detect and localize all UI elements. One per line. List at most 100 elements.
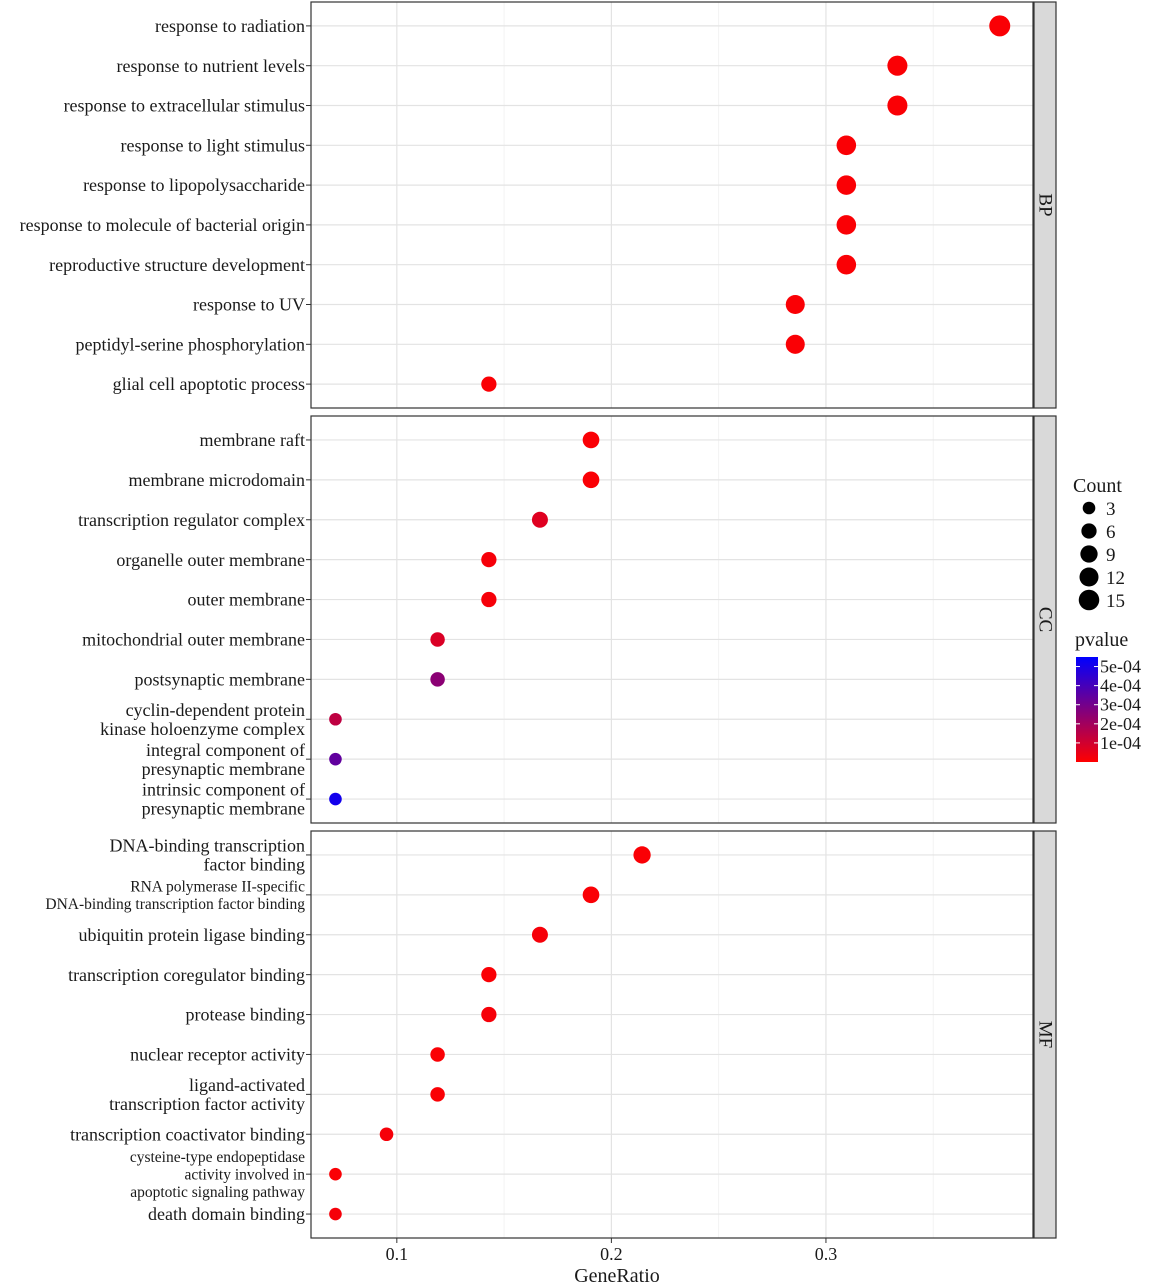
y-tick-label: response to radiation xyxy=(155,16,305,36)
data-point xyxy=(785,334,805,354)
data-point xyxy=(633,846,651,864)
count-legend-label: 3 xyxy=(1106,499,1116,520)
x-axis-title: GeneRatio xyxy=(574,1265,660,1286)
y-tick-label: peptidyl-serine phosphorylation xyxy=(76,334,305,354)
data-point xyxy=(430,672,445,687)
y-tick-label: response to molecule of bacterial origin xyxy=(20,215,305,235)
data-point xyxy=(989,15,1011,37)
pvalue-legend-label: 3e-04 xyxy=(1100,695,1141,715)
data-point xyxy=(531,926,548,943)
y-tick-label: reproductive structure development xyxy=(49,255,305,275)
facet-mf: DNA-binding transcription factor bindingR… xyxy=(45,830,1057,1239)
data-point xyxy=(887,55,908,76)
data-point xyxy=(836,135,857,156)
data-point xyxy=(582,886,600,904)
facet-panels: response to radiation response to nutrien… xyxy=(20,1,1057,1239)
count-legend-label: 6 xyxy=(1106,522,1116,543)
y-tick-label: ligand-activated transcription factor act… xyxy=(109,1075,305,1114)
y-tick-label: nuclear receptor activity xyxy=(130,1045,305,1065)
y-tick-label: protease binding xyxy=(186,1005,305,1025)
facet-strip xyxy=(1033,415,1057,824)
pvalue-legend-label: 4e-04 xyxy=(1100,676,1141,696)
y-tick-label: postsynaptic membrane xyxy=(135,669,305,689)
facet-strip xyxy=(1033,830,1057,1239)
data-point xyxy=(329,1207,342,1221)
facet-bp: response to radiation response to nutrien… xyxy=(20,1,1057,409)
x-tick-label: 0.2 xyxy=(600,1244,623,1264)
x-tick-label: 0.1 xyxy=(386,1244,409,1264)
data-point xyxy=(430,1087,445,1102)
facet-strip-label: BP xyxy=(1035,193,1056,216)
data-point xyxy=(329,792,342,806)
data-point xyxy=(329,752,342,766)
y-tick-label: response to extracellular stimulus xyxy=(64,96,305,116)
y-tick-label: intrinsic component of presynaptic membra… xyxy=(142,780,305,819)
x-axis: 0.1 0.2 0.3 xyxy=(386,1238,838,1264)
data-point xyxy=(887,95,908,116)
data-point xyxy=(481,591,497,608)
y-tick-label: death domain binding xyxy=(148,1204,305,1224)
y-tick-label: transcription coregulator binding xyxy=(68,965,305,985)
count-legend-key xyxy=(1079,567,1099,587)
count-legend-label: 9 xyxy=(1106,545,1116,566)
data-point xyxy=(836,215,857,235)
panel-border xyxy=(310,1,1034,409)
count-legend-title: Count xyxy=(1073,475,1122,497)
facet-strip xyxy=(1033,1,1057,409)
facet-cc: membrane raft membrane microdomain transcr… xyxy=(78,415,1057,824)
y-tick-label: ubiquitin protein ligase binding xyxy=(79,925,305,945)
panel-background xyxy=(311,831,1033,1238)
data-point xyxy=(836,254,857,275)
data-point xyxy=(481,967,497,983)
data-point xyxy=(329,712,342,726)
data-point xyxy=(379,1127,394,1142)
data-point xyxy=(430,1047,445,1062)
y-tick-label: response to nutrient levels xyxy=(117,56,305,76)
data-point xyxy=(582,471,600,489)
y-tick-label: DNA-binding transcription factor binding xyxy=(110,836,305,875)
panel-background xyxy=(311,2,1033,408)
data-point xyxy=(582,431,600,449)
panel-background xyxy=(311,416,1033,823)
y-tick-label: membrane raft xyxy=(200,430,305,450)
facet-strip-label: MF xyxy=(1035,1021,1056,1048)
panel-border xyxy=(310,415,1034,824)
y-tick-label: transcription regulator complex xyxy=(78,510,305,530)
y-tick-label: glial cell apoptotic process xyxy=(113,374,305,394)
data-point xyxy=(785,295,805,315)
y-tick-label: integral component of presynaptic membran… xyxy=(142,740,305,779)
pvalue-legend-label: 2e-04 xyxy=(1100,714,1141,734)
data-point xyxy=(430,632,445,647)
pvalue-legend-label: 1e-04 xyxy=(1100,733,1141,753)
data-point xyxy=(329,1167,342,1181)
data-point xyxy=(481,1006,497,1023)
x-tick-label: 0.3 xyxy=(815,1244,838,1264)
count-legend-label: 15 xyxy=(1106,591,1125,612)
y-tick-label: cysteine-type endopeptidase activity invo… xyxy=(130,1149,305,1201)
y-tick-label: outer membrane xyxy=(188,590,305,610)
data-point xyxy=(836,175,857,195)
pvalue-legend-label: 5e-04 xyxy=(1100,657,1141,677)
y-tick-label: cyclin-dependent protein kinase holoenzym… xyxy=(100,700,305,739)
count-legend-key xyxy=(1081,523,1097,539)
y-tick-label: response to light stimulus xyxy=(121,135,306,155)
data-point xyxy=(531,511,548,528)
y-tick-label: RNA polymerase II-specific DNA-binding tr… xyxy=(45,878,305,913)
y-tick-label: response to UV xyxy=(193,295,305,315)
y-tick-label: membrane microdomain xyxy=(129,470,305,490)
y-tick-label: response to lipopolysaccharide xyxy=(83,175,305,195)
facet-strip-label: CC xyxy=(1035,607,1056,632)
y-tick-label: mitochondrial outer membrane xyxy=(82,630,305,650)
pvalue-legend-title: pvalue xyxy=(1075,629,1128,651)
y-tick-label: transcription coactivator binding xyxy=(70,1124,305,1144)
data-point xyxy=(481,552,497,568)
count-legend-key xyxy=(1082,501,1096,515)
count-legend-label: 12 xyxy=(1106,568,1125,589)
data-point xyxy=(481,376,497,392)
y-tick-label: organelle outer membrane xyxy=(116,550,305,570)
panel-border xyxy=(310,830,1034,1239)
pvalue-colorbar xyxy=(1076,657,1098,762)
